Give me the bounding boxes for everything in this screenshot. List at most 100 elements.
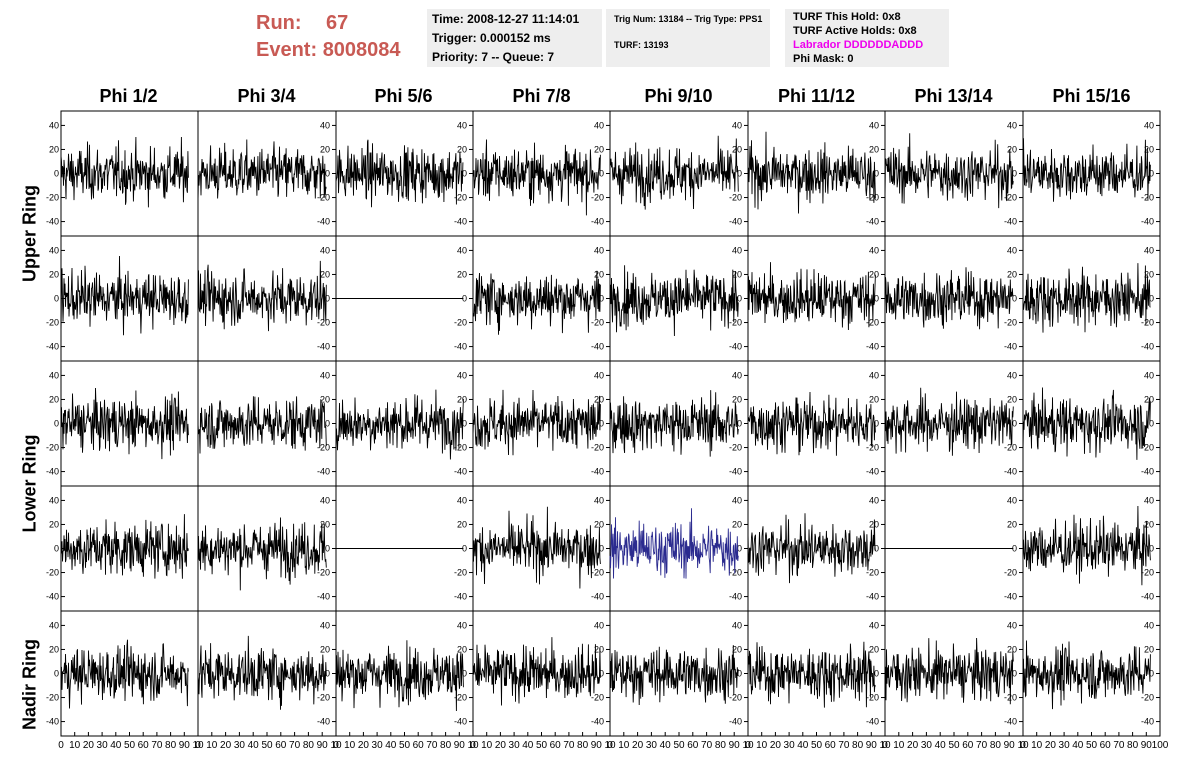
xtick-label-c2: 50	[399, 740, 411, 751]
ytick-label-r0-c1: 40	[320, 120, 330, 130]
ytick-label-r0-c0: -40	[46, 217, 59, 227]
trace-r2-c7	[1022, 387, 1151, 460]
trace-r4-c3	[472, 637, 601, 706]
trace-r0-c4	[609, 135, 739, 210]
ytick-label-r4-c1: -40	[317, 717, 330, 727]
trace-r4-c6	[884, 637, 1014, 705]
ytick-label-r1-c0: -20	[46, 318, 59, 328]
ytick-label-r4-c6: 40	[1007, 620, 1017, 630]
ytick-label-r1-c6: 0	[1012, 294, 1017, 304]
xtick-label-c7: 60	[1100, 740, 1112, 751]
ytick-label-r1-c3: -20	[591, 318, 604, 328]
ytick-label-r0-c2: -40	[454, 217, 467, 227]
trigger-info-box: Trig Num: 13184 -- Trig Type: PPS1 TURF:…	[606, 9, 770, 67]
xtick-label-c4: 80	[715, 740, 727, 751]
xtick-label-c3: 30	[509, 740, 521, 751]
ytick-label-r0-c1: 0	[325, 169, 330, 179]
ytick-label-r4-c0: 0	[54, 669, 59, 679]
ytick-label-r0-c3: -40	[591, 217, 604, 227]
xtick-label-c0: 60	[138, 740, 150, 751]
xtick-label-c5: 10	[879, 740, 891, 751]
ytick-label-r2-c0: -20	[46, 443, 59, 453]
ytick-label-r3-c6: -40	[1004, 592, 1017, 602]
phi-header-3: Phi 5/6	[374, 86, 433, 106]
ytick-label-r1-c4: -20	[729, 318, 742, 328]
time-info-box: Time: 2008-12-27 11:14:01 Trigger: 0.000…	[427, 9, 602, 67]
ytick-label-r4-c4: 20	[732, 644, 742, 654]
ytick-label-r3-c6: -20	[1004, 568, 1017, 578]
xtick-label-c4: 10	[618, 740, 630, 751]
ytick-label-r1-c2: -40	[454, 342, 467, 352]
ytick-label-r0-c5: 20	[869, 144, 879, 154]
ytick-label-r2-c0: -40	[46, 467, 59, 477]
ytick-label-r1-c3: -40	[591, 342, 604, 352]
priority-text: Priority: 7 -- Queue: 7	[432, 50, 555, 64]
xtick-label-c4: 70	[701, 740, 713, 751]
xtick-label-c6: 0	[882, 740, 888, 751]
ytick-label-r2-c7: 0	[1149, 419, 1154, 429]
ytick-label-r0-c0: -20	[46, 193, 59, 203]
xtick-label-c2: 90	[454, 740, 466, 751]
ytick-label-r2-c7: 40	[1144, 370, 1154, 380]
ytick-label-r1-c2: 0	[462, 294, 467, 304]
xtick-label-c2: 0	[333, 740, 339, 751]
trace-r2-c0	[60, 387, 189, 460]
ytick-label-r2-c3: 40	[594, 370, 604, 380]
ytick-label-r0-c5: 40	[869, 120, 879, 130]
ytick-label-r2-c0: 40	[49, 370, 59, 380]
ytick-label-r0-c1: -20	[317, 193, 330, 203]
xtick-label-c7: 20	[1045, 740, 1057, 751]
ytick-label-r1-c1: 40	[320, 245, 330, 255]
xtick-label-c4: 40	[660, 740, 672, 751]
ytick-label-r2-c0: 20	[49, 394, 59, 404]
ytick-label-r2-c6: 40	[1007, 370, 1017, 380]
trig-num-text: Trig Num: 13184 -- Trig Type: PPS1	[614, 14, 763, 24]
ytick-label-r4-c5: 40	[869, 620, 879, 630]
trace-r1-c6	[884, 267, 1014, 330]
xtick-label-c4: 10	[742, 740, 754, 751]
xtick-label-c6: 20	[907, 740, 919, 751]
ytick-label-r0-c3: -20	[591, 193, 604, 203]
xtick-label-c2: 10	[467, 740, 479, 751]
ytick-label-r4-c2: -40	[454, 717, 467, 727]
xtick-label-c4: 0	[607, 740, 613, 751]
ytick-label-r3-c7: 20	[1144, 519, 1154, 529]
turf-info-box: TURF This Hold: 0x8 TURF Active Holds: 0…	[785, 9, 949, 67]
trace-r0-c1	[197, 139, 327, 202]
trace-r0-c3	[472, 139, 601, 216]
ytick-label-r4-c1: 20	[320, 644, 330, 654]
event-label: Event: 8008084	[256, 37, 401, 63]
ytick-label-r4-c7: 0	[1149, 669, 1154, 679]
ytick-label-r1-c7: 40	[1144, 245, 1154, 255]
ytick-label-r4-c2: 40	[457, 620, 467, 630]
ytick-label-r1-c7: -20	[1141, 318, 1154, 328]
trace-r0-c7	[1022, 138, 1151, 202]
ytick-label-r4-c7: 20	[1144, 644, 1154, 654]
xtick-label-c3: 90	[591, 740, 603, 751]
phi-header-5: Phi 9/10	[644, 86, 713, 106]
xtick-label-c1: 60	[275, 740, 287, 751]
ytick-label-r1-c5: -40	[866, 342, 879, 352]
ytick-label-r4-c4: -20	[729, 693, 742, 703]
xtick-label-c0: 70	[151, 740, 163, 751]
trace-r2-c4	[609, 390, 739, 457]
trace-r3-c3	[472, 506, 601, 589]
xtick-label-c4: 50	[673, 740, 685, 751]
ytick-label-r0-c6: 40	[1007, 120, 1017, 130]
xtick-label-c1: 50	[261, 740, 273, 751]
ytick-label-r0-c5: -20	[866, 193, 879, 203]
trace-r0-c0	[60, 136, 189, 208]
ytick-label-r3-c2: 40	[457, 495, 467, 505]
trace-r0-c5	[747, 131, 876, 214]
xtick-label-c1: 70	[289, 740, 301, 751]
ytick-label-r3-c0: -40	[46, 592, 59, 602]
phi-header-1: Phi 1/2	[99, 86, 158, 106]
ytick-label-r0-c7: 40	[1144, 120, 1154, 130]
ytick-label-r2-c5: 0	[874, 419, 879, 429]
ytick-label-r1-c7: -40	[1141, 342, 1154, 352]
trace-r4-c1	[197, 635, 327, 710]
ytick-label-r0-c3: 20	[594, 144, 604, 154]
ytick-label-r1-c3: 20	[594, 269, 604, 279]
ytick-label-r2-c4: 20	[732, 394, 742, 404]
xtick-label-c7: 10	[1031, 740, 1043, 751]
